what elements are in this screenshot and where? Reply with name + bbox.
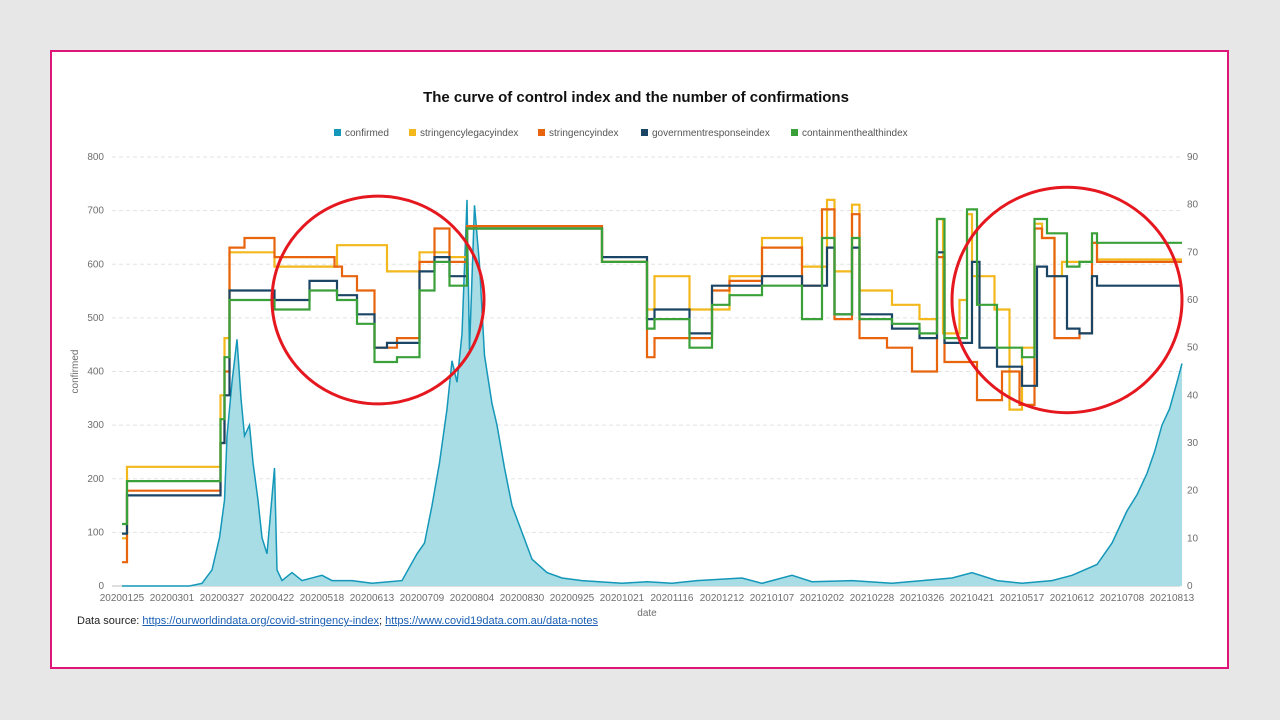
series-line-containmenthealthindex — [122, 208, 1182, 526]
y2-tick-label: 50 — [1187, 343, 1199, 354]
y2-tick-label: 80 — [1187, 200, 1199, 211]
legend-swatch-stringencyindex — [538, 129, 545, 136]
highlight-circle-1 — [270, 194, 486, 406]
y-axis-title: confirmed — [70, 350, 81, 394]
highlight-circle-2 — [950, 185, 1184, 415]
legend-swatch-stringencylegacyindex — [409, 129, 416, 136]
x-tick-label: 20201116 — [650, 593, 693, 604]
legend-swatch-governmentresponseindex — [641, 129, 648, 136]
y2-tick-label: 20 — [1187, 486, 1199, 497]
y2-tick-label: 70 — [1187, 247, 1199, 258]
x-tick-label: 20210202 — [800, 593, 845, 604]
source-link-stringency[interactable]: https://ourworldindata.org/covid-stringe… — [142, 615, 380, 627]
y-tick-label: 0 — [98, 581, 104, 592]
x-tick-label: 20201212 — [700, 593, 745, 604]
y-tick-label: 700 — [87, 206, 104, 217]
x-tick-label: 20210708 — [1100, 593, 1145, 604]
data-source: Data source: https://ourworldindata.org/… — [77, 615, 598, 627]
x-tick-label: 20200804 — [450, 593, 495, 604]
y2-tick-label: 10 — [1187, 533, 1199, 544]
legend-label-governmentresponseindex: governmentresponseindex — [652, 128, 770, 139]
legend-label-stringencyindex: stringencyindex — [549, 128, 618, 139]
y2-tick-label: 0 — [1187, 581, 1193, 592]
series-line-governmentresponseindex — [122, 227, 1182, 535]
y-tick-label: 100 — [87, 527, 104, 538]
x-tick-label: 20210326 — [900, 593, 945, 604]
y2-tick-label: 60 — [1187, 295, 1199, 306]
x-tick-label: 20200327 — [200, 593, 245, 604]
source-separator: ; — [379, 615, 386, 627]
x-tick-label: 20200830 — [500, 593, 545, 604]
x-tick-label: 20201021 — [600, 593, 645, 604]
y-tick-label: 600 — [87, 259, 104, 270]
x-tick-label: 20210813 — [1150, 593, 1195, 604]
series-area-confirmed — [122, 199, 1182, 586]
slide-frame: The curve of control index and the numbe… — [50, 50, 1229, 669]
legend-label-containmenthealthindex: containmenthealthindex — [802, 128, 908, 139]
chart: The curve of control index and the numbe… — [70, 89, 1199, 619]
x-tick-label: 20200518 — [300, 593, 345, 604]
y-tick-label: 200 — [87, 474, 104, 485]
source-link-covid19data[interactable]: https://www.covid19data.com.au/data-note… — [385, 615, 598, 627]
x-tick-label: 20200125 — [100, 593, 145, 604]
y2-tick-label: 30 — [1187, 438, 1199, 449]
y-tick-label: 500 — [87, 313, 104, 324]
x-tick-label: 20210228 — [850, 593, 895, 604]
series-line-confirmed — [122, 199, 1183, 587]
legend-label-confirmed: confirmed — [345, 128, 389, 139]
series-line-stringencylegacyindex — [122, 198, 1182, 540]
x-tick-label: 20200301 — [150, 593, 195, 604]
y2-tick-label: 40 — [1187, 390, 1199, 401]
y-tick-label: 800 — [87, 152, 104, 163]
x-tick-label: 20200613 — [350, 593, 395, 604]
y2-tick-label: 90 — [1187, 152, 1199, 163]
x-tick-label: 20200925 — [550, 593, 595, 604]
x-tick-label: 20200422 — [250, 593, 295, 604]
chart-title: The curve of control index and the numbe… — [423, 89, 849, 106]
source-label: Data source: — [77, 615, 143, 627]
x-axis-title: date — [637, 608, 657, 619]
legend-label-stringencylegacyindex: stringencylegacyindex — [420, 128, 518, 139]
x-tick-label: 20210612 — [1050, 593, 1095, 604]
x-tick-label: 20200709 — [400, 593, 445, 604]
legend-swatch-confirmed — [334, 129, 341, 136]
x-tick-label: 20210421 — [950, 593, 995, 604]
x-tick-label: 20210107 — [750, 593, 795, 604]
y-tick-label: 300 — [87, 420, 104, 431]
y-tick-label: 400 — [87, 367, 104, 378]
x-tick-label: 20210517 — [1000, 593, 1045, 604]
legend-swatch-containmenthealthindex — [791, 129, 798, 136]
